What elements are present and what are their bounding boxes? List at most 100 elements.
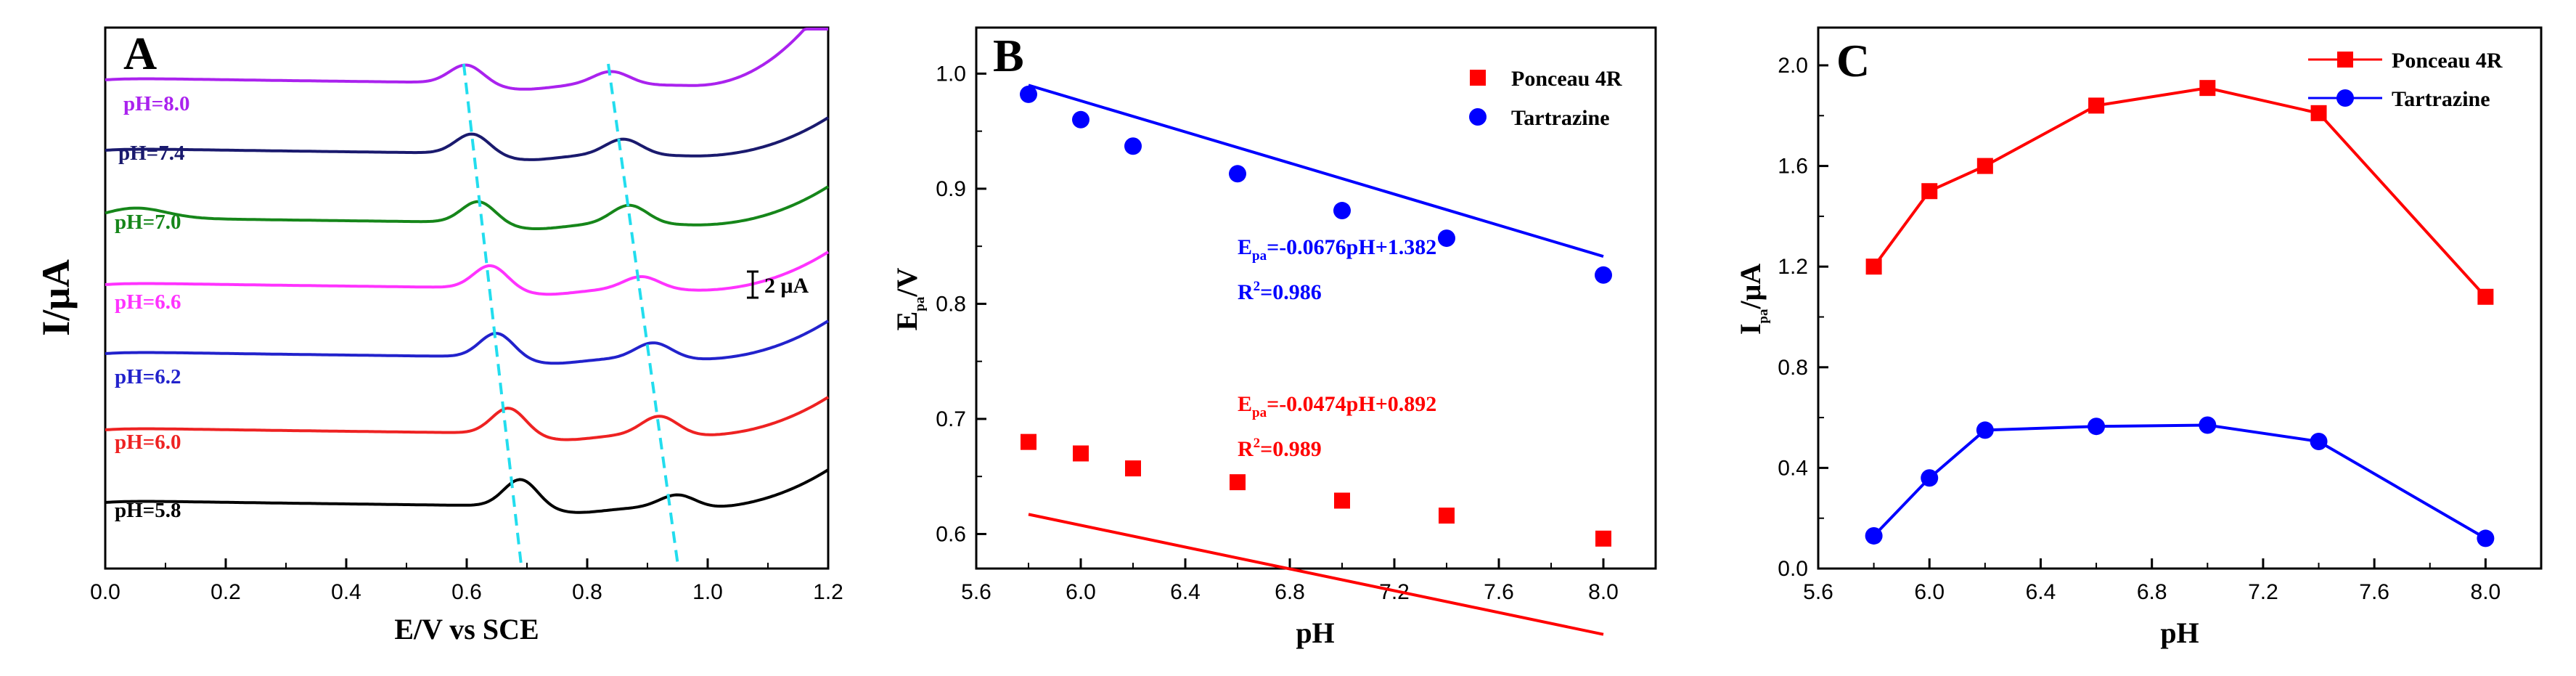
data-point xyxy=(1072,110,1089,129)
panel-a: A 0.0 0.2 0.4 0.6 0.8 1.0 1.2 pH=8.0 pH=7.4 pH=7… xyxy=(34,26,843,646)
panel-c-ytick-label: 2.0 xyxy=(1778,54,1808,78)
curve-label: pH=6.2 xyxy=(115,365,181,388)
panel-b-ytick-label: 0.7 xyxy=(936,407,966,431)
data-point xyxy=(1438,229,1455,248)
legend-label-ponceau: Ponceau 4R xyxy=(1511,67,1622,91)
panel-b-ytick-label: 1.0 xyxy=(936,62,966,86)
curve-label: pH=7.4 xyxy=(118,142,184,165)
panel-b-xtick-label: 5.6 xyxy=(961,580,991,604)
panel-a-xtick-label: 1.0 xyxy=(692,580,723,604)
data-point xyxy=(1021,433,1036,450)
data-point xyxy=(2199,80,2216,97)
panel-a-xtick-label: 0.2 xyxy=(210,580,241,604)
panel-a-xtick-label: 0.6 xyxy=(451,580,482,604)
data-point xyxy=(2310,433,2328,451)
voltammogram-curve xyxy=(105,28,828,91)
eq-p-rest: =-0.0474pH+0.892 xyxy=(1267,392,1436,416)
curve-label: pH=7.0 xyxy=(115,211,181,234)
data-point xyxy=(1124,137,1142,155)
data-point xyxy=(1334,492,1350,509)
panel-c-ytick-label: 1.2 xyxy=(1778,255,1808,279)
panel-c-ylabel: Ipa/μA xyxy=(1734,264,1771,335)
panel-c-ytick-label: 0.8 xyxy=(1778,356,1808,380)
data-point xyxy=(1921,469,1939,487)
data-point xyxy=(1333,202,1351,220)
svg-text:R2=0.989: R2=0.989 xyxy=(1238,436,1322,461)
voltammogram-curve xyxy=(105,319,830,365)
voltammogram-curve xyxy=(105,468,830,514)
svg-text:Epa=-0.0676pH+1.382: Epa=-0.0676pH+1.382 xyxy=(1238,235,1436,264)
legend-label-ponceau-c: Ponceau 4R xyxy=(2392,49,2503,73)
panel-a-xtick-label: 0.0 xyxy=(90,580,120,604)
r-p-sup: 2 xyxy=(1254,436,1261,451)
panel-b-frame xyxy=(975,26,1657,570)
panel-c-frame xyxy=(1817,26,2543,570)
panel-b-xlabel: pH xyxy=(1296,616,1334,649)
panel-a-xlabel: E/V vs SCE xyxy=(394,613,539,646)
series-line xyxy=(1873,423,2487,540)
data-point xyxy=(1865,526,1883,545)
data-point xyxy=(2199,416,2217,434)
svg-text:R2=0.986: R2=0.986 xyxy=(1238,279,1322,304)
panel-b-letter: B xyxy=(993,30,1024,81)
panel-b-ytick-label: 0.6 xyxy=(936,522,966,546)
panel-c-letter: C xyxy=(1836,35,1870,86)
panel-a-xtick-label: 1.2 xyxy=(813,580,843,604)
panel-c-xtick-label: 7.6 xyxy=(2359,580,2389,604)
panel-c-ylabel-sub: pa xyxy=(1756,309,1771,324)
fit-line xyxy=(1028,513,1604,636)
eq-t-main: E xyxy=(1238,235,1252,259)
panel-c-xtick-label: 5.6 xyxy=(1803,580,1833,604)
legend-marker-tartrazine xyxy=(1469,108,1487,126)
data-point xyxy=(1439,508,1455,524)
panel-c-ytick-label: 0.0 xyxy=(1778,557,1808,581)
voltammogram-curve xyxy=(105,116,830,161)
series-line xyxy=(1872,86,2487,298)
voltammogram-curve xyxy=(105,185,830,230)
panel-a-xtick-label: 0.4 xyxy=(331,580,361,604)
panel-c-ylabel-main: I xyxy=(1734,324,1767,335)
r-t-main: R xyxy=(1238,280,1254,304)
panel-a-xtick-label: 0.8 xyxy=(572,580,602,604)
panel-b-xtick-label: 8.0 xyxy=(1588,580,1619,604)
legend-marker-tartrazine-c xyxy=(2336,89,2354,107)
data-point xyxy=(1020,85,1037,103)
data-point xyxy=(1229,165,1246,183)
curve-label: pH=5.8 xyxy=(115,499,181,522)
peak-guide-line-1 xyxy=(462,63,523,563)
panel-b-legend: Ponceau 4R Tartrazine xyxy=(1469,67,1622,130)
data-point xyxy=(1595,266,1612,284)
panel-c-ytick-label: 1.6 xyxy=(1778,155,1808,179)
panel-b-xtick-label: 7.6 xyxy=(1484,580,1514,604)
panel-c-xtick-label: 6.4 xyxy=(2026,580,2056,604)
legend-marker-ponceau xyxy=(1470,70,1486,86)
r-t-rest: =0.986 xyxy=(1260,280,1322,304)
curve-label: pH=8.0 xyxy=(123,92,189,115)
panel-b-ytick-label: 0.8 xyxy=(936,292,966,316)
panel-b-ylabel-suffix: /V xyxy=(891,268,923,298)
voltammogram-curve xyxy=(105,251,830,296)
scale-bar-label: 2 μA xyxy=(764,274,809,298)
legend-label-tartrazine: Tartrazine xyxy=(1511,106,1610,130)
equation-tartrazine: Epa=-0.0676pH+1.382 R2=0.986 xyxy=(1238,235,1436,304)
eq-t-sub: pa xyxy=(1252,248,1267,264)
panel-b: B 5.66.06.46.87.27.68.00.60.70.80.91.0 P… xyxy=(891,26,1657,649)
data-point xyxy=(2477,529,2495,547)
r-p-rest: =0.989 xyxy=(1260,437,1322,461)
r-t-sup: 2 xyxy=(1254,279,1261,294)
data-point xyxy=(1595,530,1611,547)
panel-a-letter: A xyxy=(123,28,157,79)
legend-label-tartrazine-c: Tartrazine xyxy=(2392,87,2490,111)
data-point xyxy=(2088,418,2106,436)
curve-label: pH=6.6 xyxy=(115,290,181,314)
data-point xyxy=(1976,421,1994,439)
panel-b-xtick-label: 6.8 xyxy=(1275,580,1305,604)
fit-line xyxy=(1028,84,1604,258)
voltammogram-curve xyxy=(105,396,830,441)
peak-guide-line-2 xyxy=(607,63,679,563)
curve-label: pH=6.0 xyxy=(115,431,181,454)
panel-b-ytick-label: 0.9 xyxy=(936,177,966,201)
panel-c-xtick-label: 7.2 xyxy=(2248,580,2278,604)
data-point xyxy=(2310,105,2327,121)
